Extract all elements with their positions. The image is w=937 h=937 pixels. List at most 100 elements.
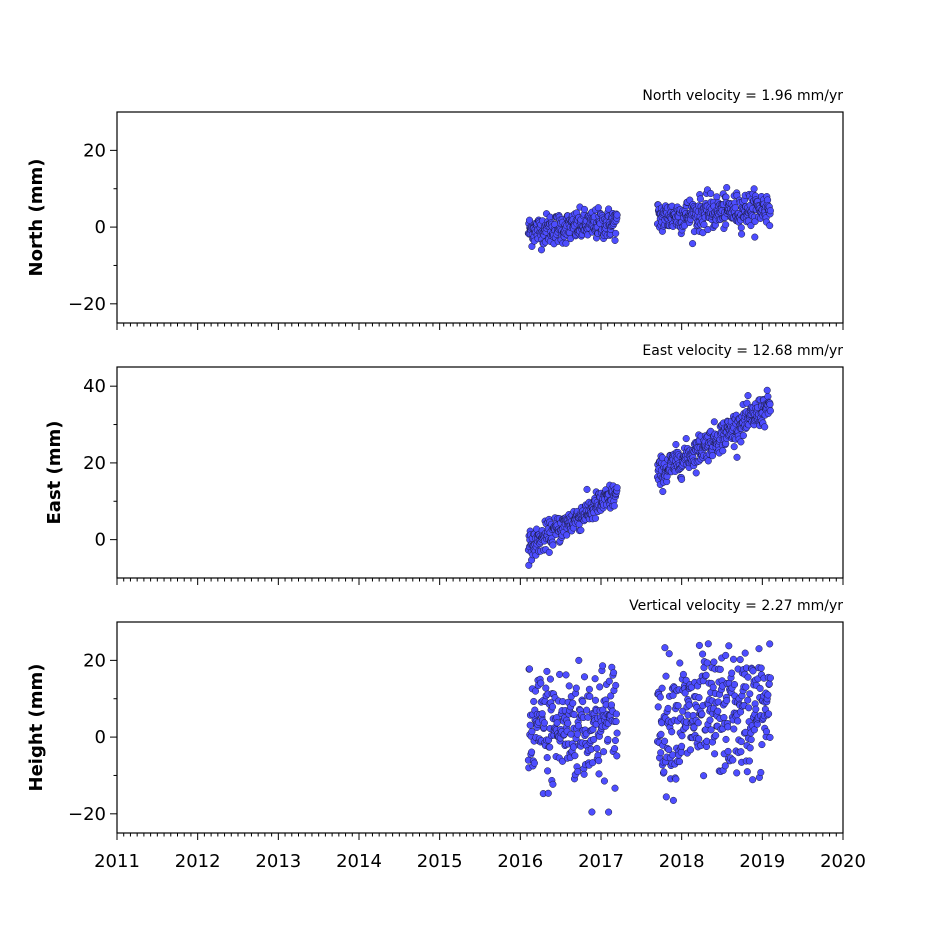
data-point [751,233,759,241]
x-ticks [116,323,844,330]
data-point [749,667,757,675]
x-ticks [116,578,844,585]
data-point [766,407,774,415]
data-point [713,193,721,201]
data-point [591,696,600,704]
data-point [722,735,730,743]
data-point [599,662,607,670]
data-point [700,772,708,780]
data-point [610,669,618,677]
data-point [679,670,687,678]
data-point [612,710,620,718]
points-3 [524,640,774,816]
data-point [665,746,673,754]
data-point [580,673,589,681]
data-point [762,728,771,736]
data-point [692,469,700,477]
data-point [695,735,703,743]
data-point [712,731,720,739]
data-point [600,748,608,756]
data-point [699,650,707,658]
data-point [752,705,760,713]
velocity-title: East velocity = 12.68 mm/yr [642,343,843,359]
data-point [730,443,738,451]
y-tick-label: 0 [95,727,106,748]
data-point [661,644,669,652]
data-point [695,694,703,702]
data-point [675,758,684,766]
x-tick-label: 2015 [417,851,463,872]
data-point [678,732,686,740]
data-point [680,222,689,230]
data-point [613,752,621,760]
data-point [690,723,698,731]
data-point [765,710,773,718]
data-point [591,514,600,522]
data-point [573,730,581,738]
data-point [613,729,621,737]
panel-3: −20 0 20 Height (mm) Vertical velocity = 2.2… [26,598,866,872]
x-tick-label: 2017 [578,851,624,872]
data-point [719,447,727,455]
data-point [548,703,557,711]
data-point [525,216,534,224]
data-point [605,677,613,685]
data-point [531,687,540,695]
data-point [579,698,587,706]
data-point [677,748,685,756]
data-point [564,719,572,727]
x-ticks [116,833,844,840]
data-point [766,733,774,741]
data-point [725,642,733,650]
x-tick-label: 2011 [94,851,140,872]
data-point [734,717,742,725]
y-ticks: 0 20 40 [83,376,117,551]
data-point [605,808,613,816]
data-point [729,655,738,663]
data-point [750,726,758,734]
x-tick-label: 2012 [175,851,221,872]
data-point [710,658,718,666]
y-tick-label: −20 [68,804,106,825]
data-point [750,185,758,193]
data-point [537,246,546,254]
y-axis-label: North (mm) [26,159,47,277]
x-tick-label: 2013 [255,851,301,872]
data-point [569,699,577,707]
data-point [562,239,570,247]
data-point [563,531,571,539]
data-point [546,675,554,683]
data-point [526,721,534,729]
data-point [702,671,710,679]
x-tick-label: 2016 [497,851,543,872]
data-point [704,457,712,465]
panel-1: −20 0 20 North (mm) North velocity = 1.96 mm… [26,88,844,330]
data-point [745,757,753,765]
data-point [700,221,708,229]
data-point [571,752,579,760]
data-point [580,770,588,778]
data-point [749,776,757,784]
data-point [544,789,552,797]
y-tick-label: 40 [83,376,106,397]
data-point [755,645,763,653]
data-point [738,230,746,238]
data-point [724,723,732,731]
points-2 [524,386,774,569]
data-point [530,697,538,706]
data-point [737,738,745,746]
data-point [741,649,749,657]
data-point [604,735,612,743]
data-point [583,485,591,493]
data-point [737,224,745,232]
data-point [607,701,616,709]
data-point [612,681,620,689]
data-point [528,748,536,756]
data-point [696,195,704,203]
data-point [588,808,596,816]
data-point [757,664,765,672]
data-point [728,669,736,677]
data-point [678,742,686,750]
data-point [743,399,751,407]
